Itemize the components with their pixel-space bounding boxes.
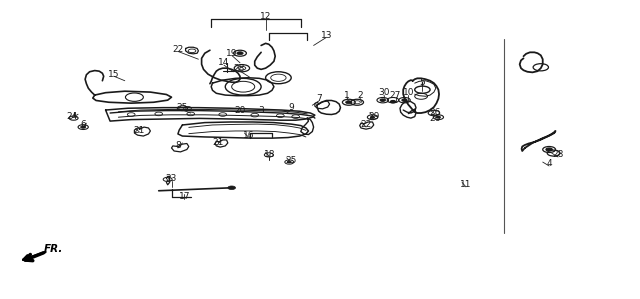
Text: 28: 28 (233, 64, 244, 73)
Text: 21: 21 (134, 126, 145, 135)
Text: 25: 25 (285, 156, 297, 165)
Text: 27: 27 (390, 91, 401, 100)
Text: 28: 28 (552, 150, 564, 159)
Text: 11: 11 (460, 180, 472, 189)
Text: 1: 1 (344, 91, 349, 100)
Text: 18: 18 (264, 150, 276, 159)
Text: 8: 8 (175, 141, 180, 150)
Text: 30: 30 (378, 88, 390, 97)
Circle shape (287, 161, 291, 163)
Circle shape (546, 148, 552, 151)
Text: 29: 29 (369, 112, 380, 120)
Circle shape (228, 186, 236, 190)
Circle shape (371, 116, 374, 118)
Text: 22: 22 (360, 120, 372, 129)
Circle shape (436, 116, 440, 118)
Text: 20: 20 (234, 106, 246, 115)
Circle shape (402, 99, 407, 101)
Text: 22: 22 (172, 45, 184, 54)
Text: 5: 5 (420, 78, 425, 87)
Text: 13: 13 (321, 31, 332, 40)
Text: 24: 24 (66, 112, 77, 120)
Text: 25: 25 (177, 103, 188, 112)
Text: 21: 21 (212, 138, 223, 147)
Text: 9: 9 (289, 103, 294, 112)
Text: 19: 19 (226, 49, 237, 58)
Circle shape (237, 52, 243, 55)
Text: 6: 6 (81, 120, 86, 129)
Text: 23: 23 (166, 174, 177, 183)
Text: 15: 15 (108, 70, 120, 79)
Text: 26: 26 (429, 114, 441, 123)
Circle shape (81, 126, 86, 128)
Text: FR.: FR. (44, 244, 63, 254)
Text: 3: 3 (259, 106, 264, 115)
Text: 14: 14 (218, 58, 230, 67)
Circle shape (380, 99, 385, 101)
Text: 2: 2 (357, 91, 362, 100)
Text: 12: 12 (260, 12, 271, 21)
Text: 7: 7 (316, 94, 321, 103)
Text: 17: 17 (179, 192, 190, 201)
Circle shape (390, 100, 396, 103)
Text: 10: 10 (403, 88, 414, 97)
Circle shape (346, 101, 352, 104)
Text: 16: 16 (243, 131, 254, 140)
Text: 26: 26 (429, 108, 441, 117)
Text: 4: 4 (547, 159, 552, 168)
